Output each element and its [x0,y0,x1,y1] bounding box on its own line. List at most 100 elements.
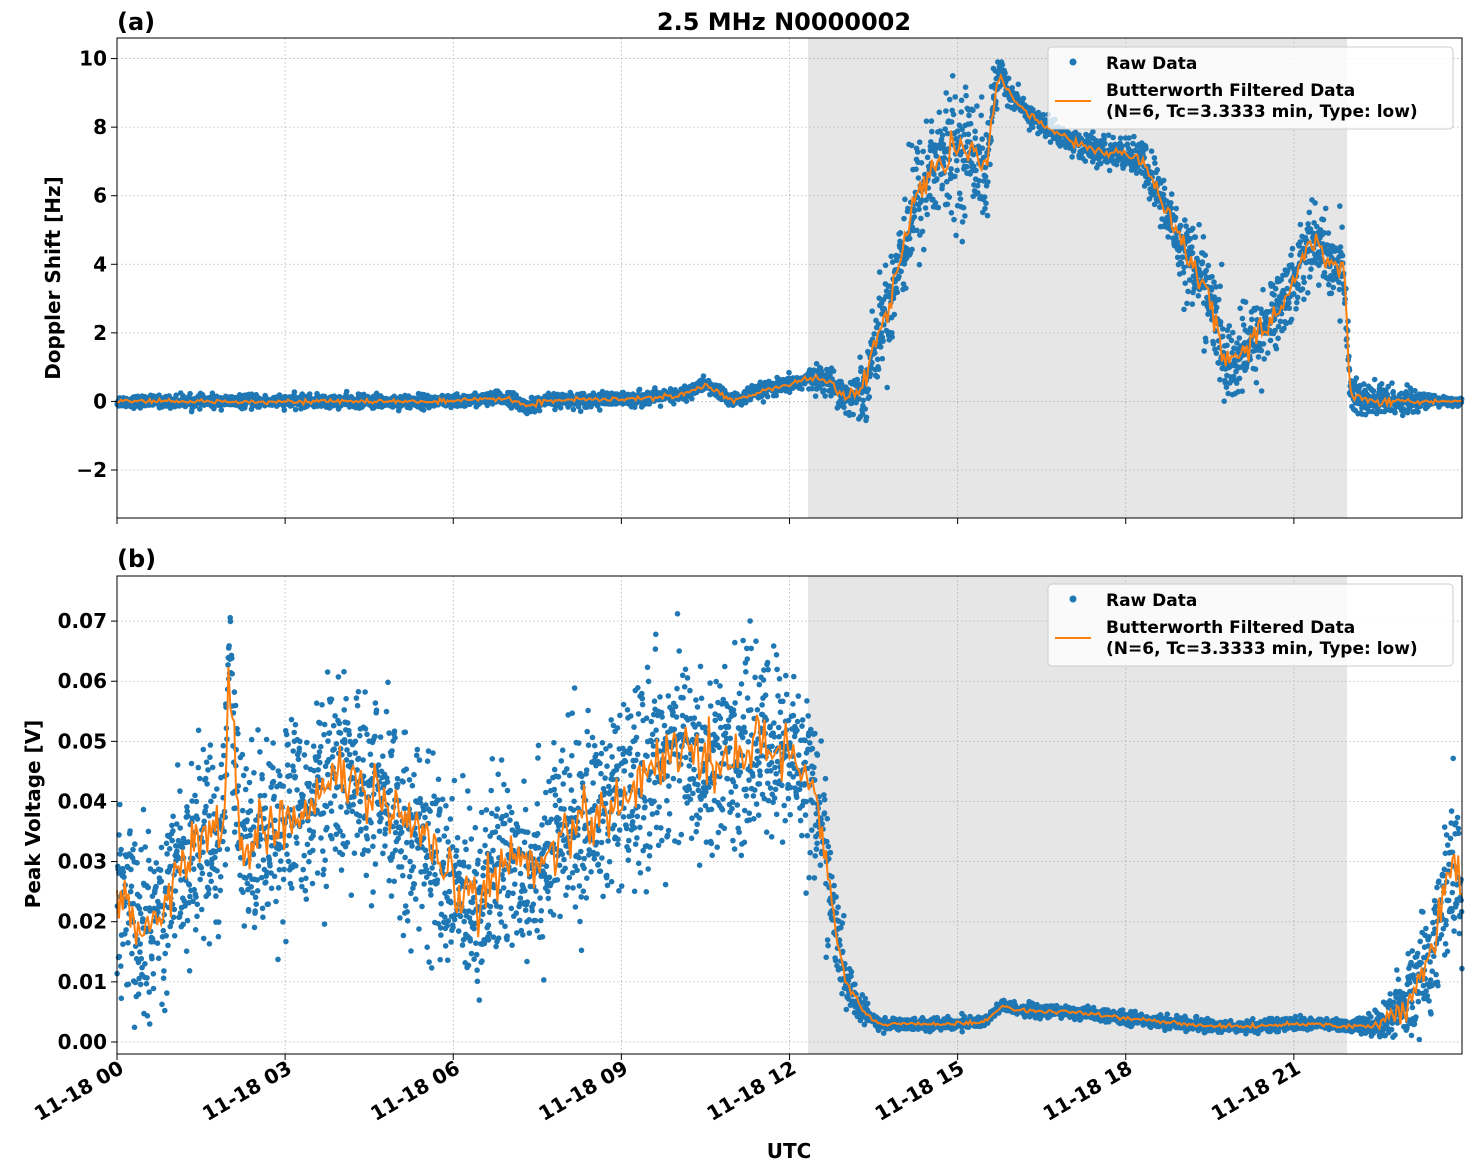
raw-data-point [118,846,124,853]
raw-data-point [324,824,330,831]
raw-data-point [338,804,344,810]
panel-b-peak-voltage: 0.000.010.020.030.040.050.060.07 11-18 0… [21,545,1465,1126]
raw-data-point [962,213,968,219]
raw-data-point [1295,282,1301,288]
raw-data-point [905,205,911,212]
raw-data-point [923,118,930,124]
raw-data-point [318,743,324,750]
raw-data-point [118,995,125,1002]
raw-data-point [1312,200,1318,206]
raw-data-point [323,883,330,890]
raw-data-point [270,740,277,746]
raw-data-point [1415,409,1421,415]
raw-data-point [320,848,326,854]
raw-data-point [943,108,949,114]
raw-data-point [321,731,327,738]
raw-data-point [822,393,828,399]
raw-data-point [267,863,273,869]
raw-data-point [1173,205,1179,212]
raw-data-point [1371,376,1378,383]
raw-data-point [1069,154,1075,160]
raw-data-point [858,365,864,371]
raw-data-point [1322,205,1329,212]
raw-data-point [1181,264,1187,271]
raw-data-point [263,736,270,743]
raw-data-point [328,808,335,814]
raw-data-point [1203,338,1209,345]
raw-data-point [140,916,146,922]
raw-data-point [270,778,277,785]
raw-data-point [193,798,200,805]
raw-data-point [242,826,248,832]
raw-data-point [1211,279,1217,285]
raw-data-point [166,846,173,852]
raw-data-point [966,112,972,119]
raw-data-point [1009,85,1015,91]
raw-data-point [950,111,957,118]
raw-data-point [211,793,217,799]
raw-data-point [928,118,935,124]
raw-data-point [1321,269,1328,276]
raw-data-point [240,889,246,896]
raw-data-point [144,975,150,981]
raw-data-point [913,166,919,172]
raw-data-point [136,893,143,900]
raw-data-point [1189,244,1195,250]
raw-data-point [1233,380,1240,386]
raw-data-point [154,940,161,946]
raw-data-point [1378,381,1385,387]
raw-data-point [281,866,287,873]
raw-data-point [339,851,346,858]
raw-data-point [192,792,198,799]
raw-data-point [1289,262,1295,268]
raw-data-point [120,941,126,947]
raw-data-point [1306,209,1313,216]
raw-data-point [289,885,295,891]
raw-data-point [158,844,165,851]
raw-data-point [212,885,218,891]
panel-label-a: (a) [117,8,155,36]
raw-data-point [344,839,351,846]
raw-data-point [247,832,253,839]
raw-data-point [1237,305,1243,312]
raw-data-point [145,884,151,891]
raw-data-point [259,905,266,912]
raw-data-point [325,738,331,744]
raw-data-point [171,906,178,913]
raw-data-point [240,772,247,779]
raw-data-point [1305,221,1311,227]
raw-data-point [301,852,308,859]
raw-data-point [1390,388,1396,395]
raw-data-point [153,883,159,890]
raw-data-point [337,730,344,736]
raw-data-point [206,886,212,893]
raw-data-point [318,835,324,841]
raw-data-point [1203,267,1209,274]
raw-data-point [200,746,207,753]
raw-data-point [1301,279,1307,286]
raw-data-point [894,289,901,296]
raw-data-point [203,759,210,765]
raw-data-point [296,745,303,752]
raw-data-point [245,908,252,914]
raw-data-point [146,857,152,864]
raw-data-point [920,148,926,155]
raw-data-point [149,955,155,962]
raw-data-point [231,689,238,695]
raw-data-point [908,142,915,149]
raw-data-point [850,411,856,418]
raw-data-point [1392,409,1398,416]
raw-data-point [862,406,868,412]
raw-data-point [128,866,134,873]
raw-data-point [291,729,298,736]
raw-data-point [140,806,147,813]
raw-data-point [332,846,339,852]
raw-data-point [262,805,269,811]
raw-data-point [916,261,923,268]
raw-data-point [200,935,207,942]
raw-data-point [1316,282,1322,288]
raw-data-point [313,700,320,706]
raw-data-point [239,751,246,758]
raw-data-point [164,990,170,996]
